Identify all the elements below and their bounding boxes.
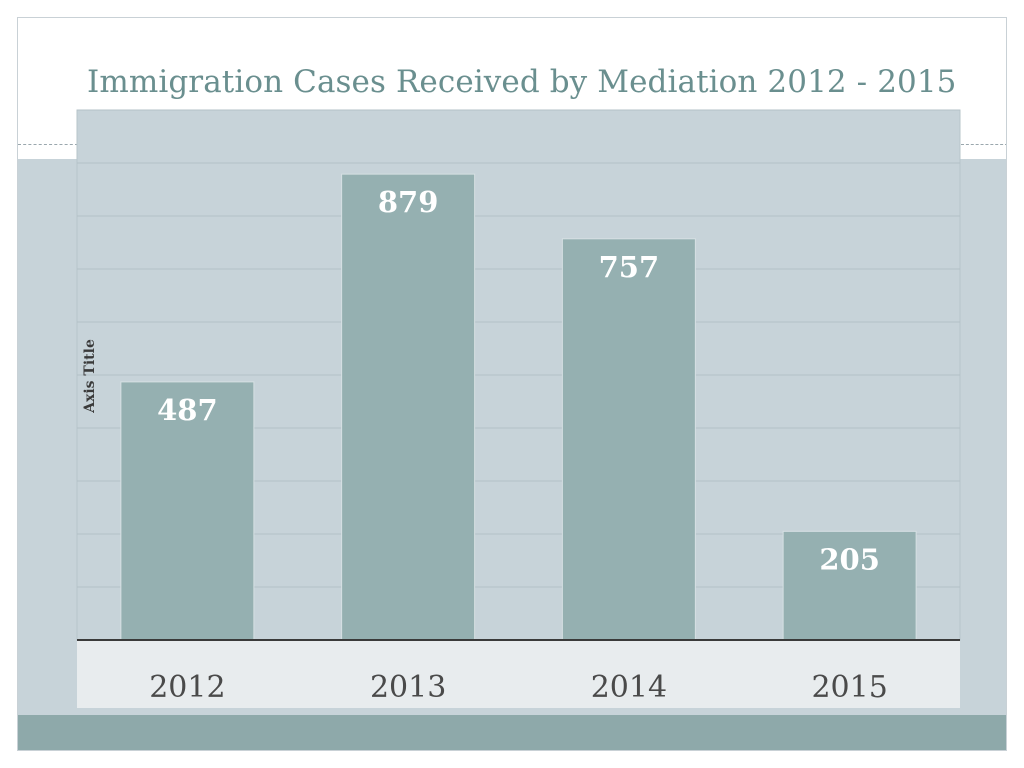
tick-label-2015: 2015: [811, 670, 887, 705]
data-label-2012: 487: [157, 393, 218, 427]
tick-label-2013: 2013: [370, 670, 446, 705]
bar-2013: [341, 173, 476, 641]
data-label-2015: 205: [819, 542, 880, 576]
bars: [120, 173, 917, 641]
tick-label-2014: 2014: [591, 670, 667, 705]
bar-2015: [782, 530, 917, 641]
category-axis-band: [77, 640, 960, 708]
title-divider-right: [961, 144, 1006, 145]
tick-label-2012: 2012: [149, 670, 225, 705]
bar-2012: [120, 381, 255, 641]
category-tick-labels: 2012 2013 2014 2015: [149, 670, 888, 705]
bar-2014: [561, 238, 696, 641]
data-label-2014: 757: [599, 250, 660, 284]
data-label-2013: 879: [378, 185, 439, 219]
data-labels: 487 879 757 205: [157, 185, 880, 576]
y-axis-title: Axis Title: [82, 339, 98, 414]
slide-footer-band: [18, 715, 1006, 750]
slide-title: Immigration Cases Received by Mediation …: [87, 64, 957, 100]
title-divider-left: [18, 144, 78, 145]
